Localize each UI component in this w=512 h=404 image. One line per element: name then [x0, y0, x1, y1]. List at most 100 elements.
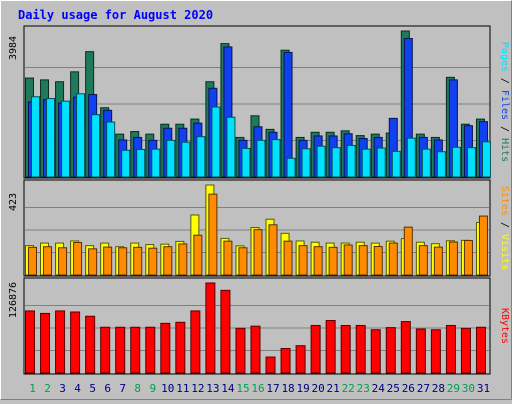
visits-panel-max-label: 423 [8, 193, 19, 211]
visits-panel-bar-sites-day-15 [238, 247, 248, 276]
kbytes-panel-bar-kbytes-day-25 [385, 327, 396, 374]
kbytes-panel-bar-kbytes-day-22 [340, 324, 351, 374]
hits-panel-bar-pages-day-2 [46, 98, 56, 178]
legend-entry-kbytes: KBytes [499, 308, 510, 344]
x-tick-label-day-30: 30 [462, 382, 475, 395]
hits-panel-bar-pages-day-11 [181, 141, 191, 178]
visits-panel-bar-sites-day-23 [358, 245, 368, 276]
kbytes-panel-bar-kbytes-day-21 [325, 320, 336, 374]
x-tick-label-day-19: 19 [296, 382, 309, 395]
visits-panel-bar-sites-day-19 [298, 245, 308, 276]
x-tick-label-day-6: 6 [104, 382, 111, 395]
hits-panel-bar-pages-day-25 [391, 150, 401, 178]
kbytes-panel-bar-kbytes-day-30 [460, 327, 471, 374]
hits-panel-bar-pages-day-12 [196, 136, 206, 178]
visits-panel-bar-sites-day-8 [133, 246, 143, 276]
hits-panel-bar-pages-day-28 [436, 151, 446, 178]
visits-panel-bar-sites-day-17 [268, 224, 278, 276]
hits-panel-bar-pages-day-5 [91, 114, 101, 178]
hits-panel-bar-pages-day-26 [406, 137, 416, 178]
kbytes-panel-bar-kbytes-day-3 [55, 310, 66, 374]
hits-panel-bar-pages-day-1 [31, 96, 40, 178]
visits-panel-bar-sites-day-10 [163, 246, 173, 276]
kbytes-panel-bar-kbytes-day-24 [370, 329, 381, 374]
hits-panel-bar-pages-day-7 [121, 149, 131, 178]
visits-panel-bar-sites-day-14 [223, 240, 233, 276]
x-tick-label-day-23: 23 [357, 382, 370, 395]
visits-panel-bar-sites-day-21 [328, 246, 338, 276]
hits-panel-bar-pages-day-4 [76, 93, 86, 178]
visits-panel-bar-sites-day-20 [313, 246, 323, 276]
hits-panel-bar-pages-day-9 [151, 148, 161, 178]
x-tick-label-day-2: 2 [44, 382, 51, 395]
visits-panel-bar-sites-day-9 [148, 247, 158, 276]
visits-panel-bar-sites-day-28 [433, 246, 443, 276]
hits-panel-bar-pages-day-27 [421, 148, 431, 178]
legend-entry-pages: Pages [499, 42, 510, 72]
x-tick-label-day-20: 20 [312, 382, 325, 395]
x-tick-label-day-8: 8 [134, 382, 141, 395]
hits-panel-bar-pages-day-14 [226, 116, 236, 178]
kbytes-panel-bar-kbytes-day-17 [265, 356, 276, 374]
hits-panel-bar-pages-day-22 [346, 144, 356, 178]
kbytes-panel-bar-kbytes-day-31 [475, 326, 486, 374]
kbytes-panel-legend: KBytes [499, 308, 510, 344]
visits-panel-bar-sites-day-16 [253, 229, 263, 276]
x-tick-label-day-3: 3 [59, 382, 66, 395]
visits-panel-bar-sites-day-12 [193, 234, 203, 276]
visits-panel-bar-sites-day-2 [43, 246, 53, 276]
hits-panel-max-label: 3984 [8, 36, 19, 60]
kbytes-panel-bar-kbytes-day-13 [205, 282, 216, 374]
x-tick-label-day-17: 17 [266, 382, 279, 395]
hits-panel-bar-pages-day-20 [316, 145, 326, 178]
hits-panel-bar-pages-day-30 [466, 147, 476, 178]
kbytes-panel-bar-kbytes-day-9 [145, 326, 156, 374]
kbytes-panel-bar-kbytes-day-11 [175, 321, 186, 374]
visits-panel-bar-sites-day-5 [88, 248, 98, 276]
hits-panel-bar-pages-day-8 [136, 149, 146, 178]
kbytes-panel-bar-kbytes-day-14 [220, 289, 231, 374]
kbytes-panel-max-label: 126876 [8, 282, 19, 318]
x-tick-label-day-15: 15 [236, 382, 249, 395]
hits-panel-bar-pages-day-15 [241, 147, 251, 178]
kbytes-panel-bar-kbytes-day-15 [235, 327, 246, 374]
kbytes-panel-bar-kbytes-day-26 [400, 321, 411, 374]
hits-panel-bar-pages-day-6 [106, 121, 116, 178]
visits-panel-bar-sites-day-26 [403, 226, 413, 276]
kbytes-panel-bar-kbytes-day-23 [355, 324, 366, 374]
visits-panel-bar-sites-day-25 [388, 242, 398, 276]
visits-panel-bar-sites-day-13 [208, 193, 218, 276]
x-tick-label-day-14: 14 [221, 382, 235, 395]
x-tick-label-day-28: 28 [432, 382, 445, 395]
hits-panel-legend: Pages / Files / Hits [499, 42, 510, 162]
chart-title: Daily usage for August 2020 [18, 8, 213, 22]
hits-panel-bar-pages-day-21 [331, 147, 341, 178]
kbytes-panel-bar-kbytes-day-10 [160, 322, 171, 374]
kbytes-panel-bar-kbytes-day-29 [445, 324, 456, 374]
kbytes-panel-bar-kbytes-day-5 [85, 315, 96, 374]
x-tick-label-day-31: 31 [477, 382, 490, 395]
kbytes-panel-bar-kbytes-day-6 [100, 326, 111, 374]
visits-panel-bar-sites-day-11 [178, 243, 188, 276]
legend-entry-files: Files [499, 90, 510, 120]
visits-panel-bar-sites-day-3 [58, 247, 68, 276]
hits-panel-bar-pages-day-18 [286, 157, 296, 178]
visits-panel-bar-sites-day-7 [118, 247, 128, 276]
legend-separator: / [499, 216, 510, 234]
x-tick-label-day-7: 7 [119, 382, 126, 395]
kbytes-panel-bar-kbytes-day-8 [130, 326, 141, 374]
kbytes-panel-bar-kbytes-day-4 [70, 311, 81, 374]
legend-entry-visits: Visits [499, 234, 510, 270]
x-tick-label-day-16: 16 [251, 382, 264, 395]
visits-panel-bar-sites-day-31 [478, 215, 488, 276]
kbytes-panel-bar-kbytes-day-16 [250, 325, 261, 374]
x-tick-label-day-12: 12 [191, 382, 204, 395]
hits-panel-bar-pages-day-19 [301, 148, 311, 178]
x-tick-label-day-22: 22 [342, 382, 355, 395]
hits-panel-bar-pages-day-3 [61, 100, 71, 178]
x-tick-label-day-9: 9 [149, 382, 156, 395]
kbytes-panel-bar-kbytes-day-28 [430, 329, 441, 374]
kbytes-panel-bar-kbytes-day-19 [295, 345, 306, 374]
visits-panel-bar-sites-day-29 [448, 241, 458, 276]
